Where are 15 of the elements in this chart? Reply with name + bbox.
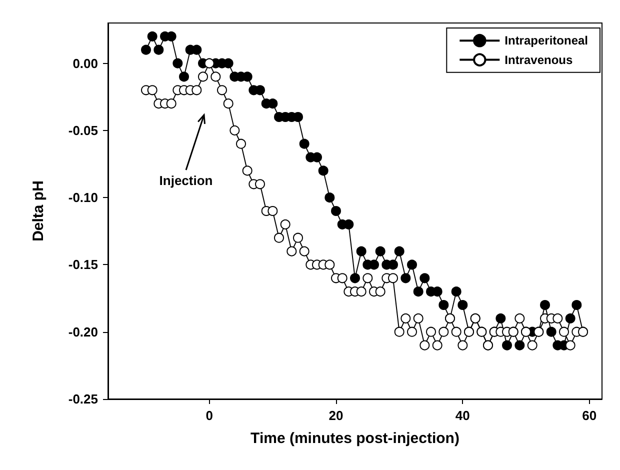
x-tick-label: 20 [328, 408, 344, 423]
y-tick-label: 0.00 [72, 56, 98, 71]
x-axis-title: Time (minutes post-injection) [250, 430, 460, 447]
x-tick-label: 0 [206, 408, 213, 423]
legend-label: Intravenous [504, 52, 573, 67]
annotation: Injection [159, 173, 213, 188]
y-tick-label: -0.15 [68, 257, 98, 272]
y-tick-label: -0.10 [68, 190, 98, 206]
y-tick-label: -0.25 [68, 392, 98, 406]
x-tick-label: 40 [455, 408, 470, 423]
y-tick-label: -0.20 [68, 324, 98, 340]
y-axis-title: Delta pH [30, 180, 47, 242]
x-tick-label: 60 [582, 408, 597, 423]
legend-label: Intraperitoneal [504, 34, 588, 48]
y-tick-label: -0.05 [68, 122, 98, 138]
